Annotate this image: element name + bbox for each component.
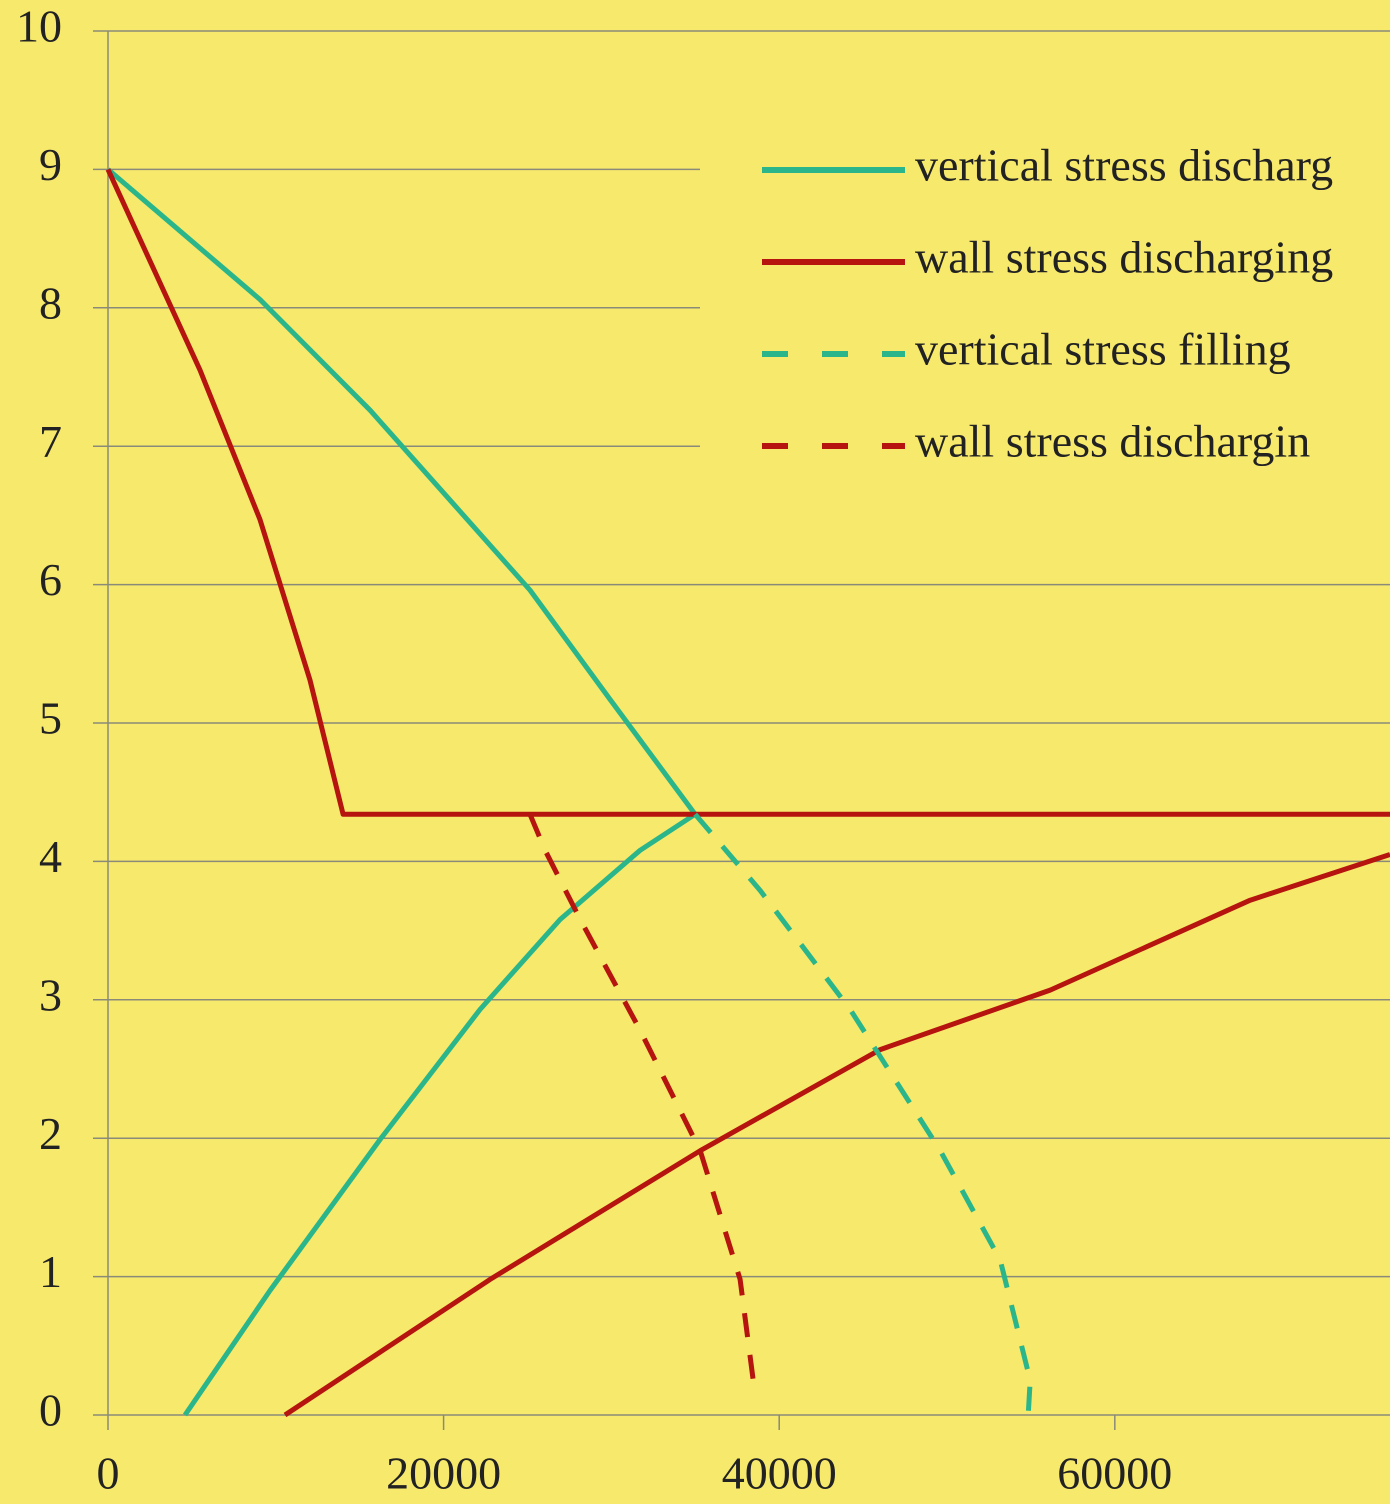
legend-label: vertical stress discharg — [915, 140, 1333, 191]
legend-label: wall stress discharging — [915, 232, 1333, 283]
series-line — [527, 813, 758, 1396]
legend-box — [700, 135, 1390, 480]
y-tick-label: 9 — [39, 139, 62, 190]
y-tick-label: 1 — [39, 1246, 62, 1297]
series-line — [693, 812, 1033, 1416]
y-tick-label: 5 — [39, 693, 62, 744]
y-tick-label: 2 — [39, 1108, 62, 1159]
y-tick-label: 8 — [39, 277, 62, 328]
x-tick-label: 0 — [97, 1448, 120, 1499]
y-tick-label: 4 — [39, 831, 62, 882]
y-tick-label: 0 — [39, 1385, 62, 1436]
legend-label: vertical stress filling — [915, 324, 1291, 375]
y-tick-label: 10 — [16, 1, 62, 52]
y-tick-label: 3 — [39, 969, 62, 1020]
x-tick-label: 60000 — [1057, 1448, 1172, 1499]
series-line — [105, 168, 1390, 1418]
legend-label: wall stress dischargin — [915, 416, 1310, 467]
x-tick-label: 20000 — [386, 1448, 501, 1499]
y-tick-label: 6 — [39, 554, 62, 605]
x-tick-label: 40000 — [722, 1448, 837, 1499]
y-tick-label: 7 — [39, 416, 62, 467]
